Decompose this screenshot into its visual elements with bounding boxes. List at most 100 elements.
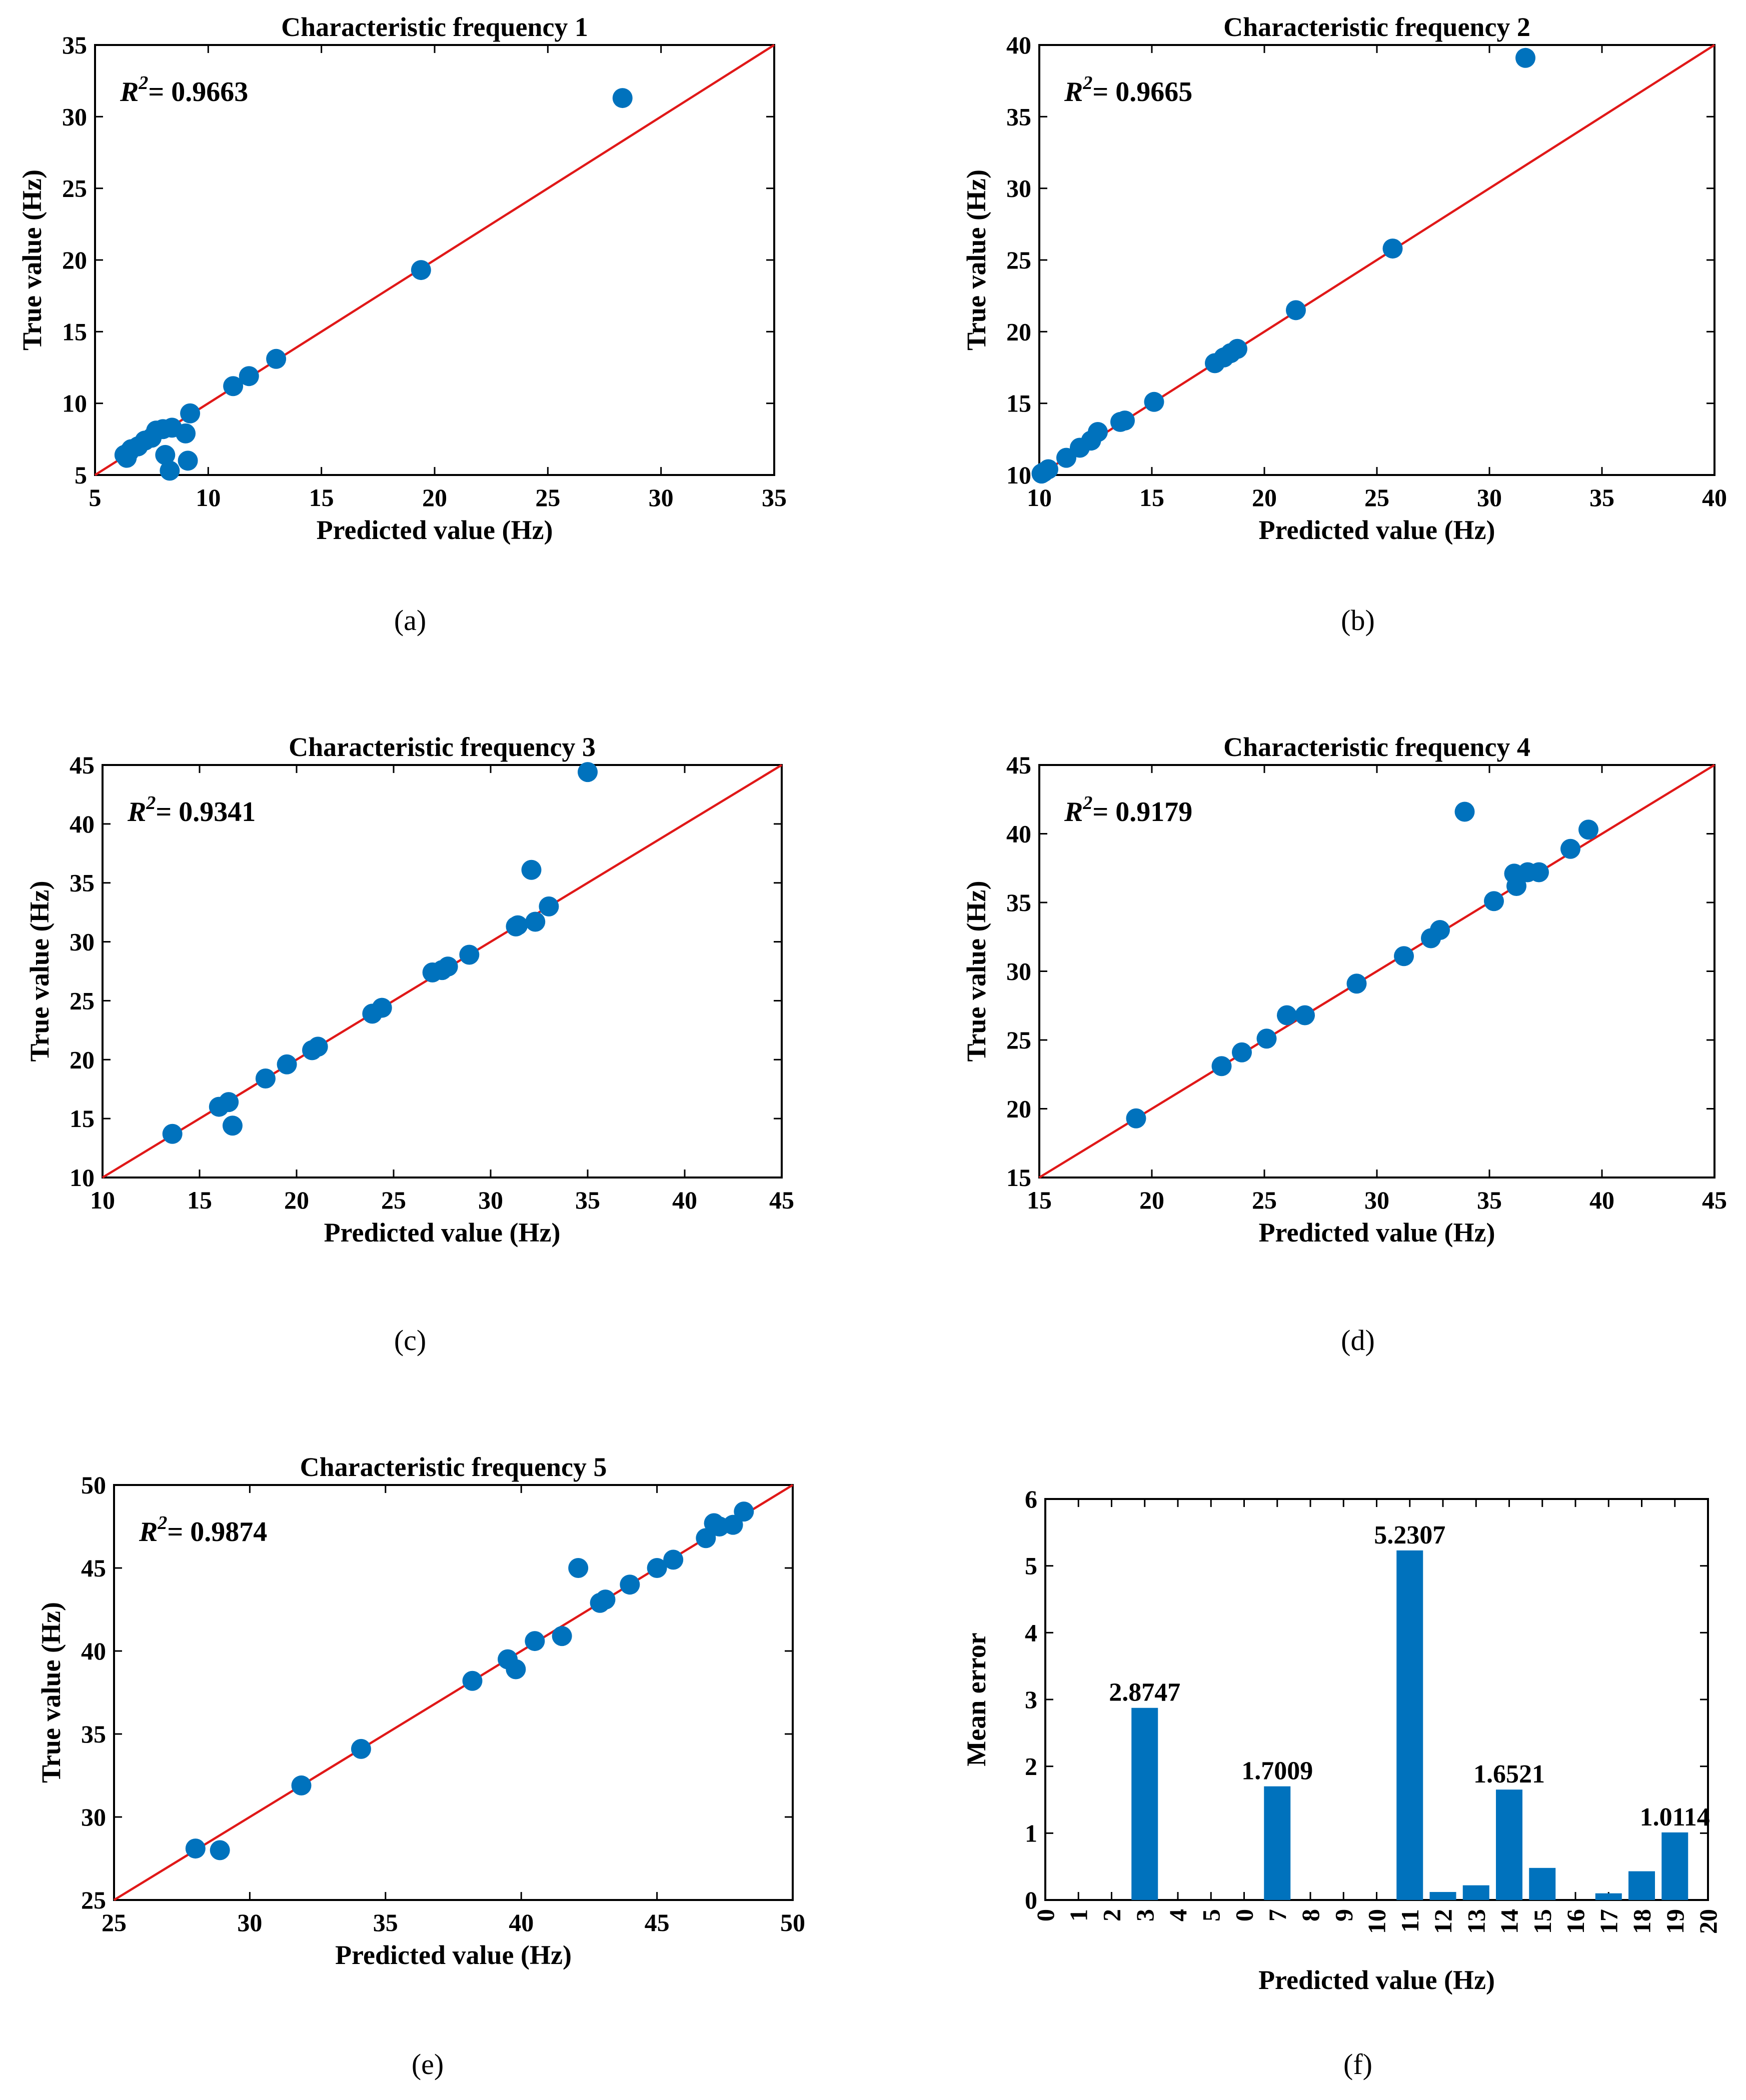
y-tick-label: 40 — [81, 1637, 106, 1665]
chart-panel-2: 10 15 20 25 30 35 40 10 15 20 25 30 35 40 Predicted va… — [961, 12, 1727, 636]
y-tick-label: 10 — [1006, 461, 1031, 489]
y-tick-label: 45 — [81, 1554, 106, 1582]
chart-title: Characteristic frequency 4 — [1223, 732, 1530, 762]
x-tick-label: 30 — [1477, 484, 1502, 512]
bar — [1496, 1790, 1522, 1900]
r-squared-symbol: R — [127, 796, 146, 828]
x-tick-label: 5 — [1197, 1909, 1225, 1922]
data-point — [239, 366, 259, 386]
data-point — [578, 762, 598, 782]
y-tick-label: 20 — [1006, 318, 1031, 346]
x-axis-label: Predicted value (Hz) — [1259, 1218, 1495, 1248]
bar — [1661, 1832, 1688, 1900]
data-point — [178, 450, 198, 471]
x-tick-label: 15 — [187, 1186, 212, 1214]
x-tick-label: 13 — [1462, 1909, 1490, 1934]
x-tick-label: 20 — [1252, 484, 1277, 512]
chart-panel-5: 25 30 35 40 45 50 25 30 35 40 45 50 Predicted value … — [36, 1452, 805, 2080]
x-tick-label: 30 — [649, 484, 674, 512]
y-axis-label: Mean error — [961, 1632, 991, 1766]
bar — [1529, 1868, 1556, 1900]
data-point — [1256, 1028, 1277, 1049]
data-point — [620, 1574, 640, 1595]
data-point — [1031, 464, 1052, 484]
x-axis-label: Predicted value (Hz) — [335, 1940, 572, 1970]
x-tick-label: 17 — [1594, 1909, 1622, 1934]
data-point — [222, 1116, 243, 1136]
y-tick-label: 5 — [1025, 1552, 1037, 1580]
data-point — [277, 1054, 297, 1074]
y-tick-label: 5 — [75, 461, 87, 489]
data-point — [160, 460, 180, 481]
x-tick-label: 40 — [1702, 484, 1727, 512]
data-point — [1578, 820, 1598, 840]
data-point — [696, 1528, 716, 1548]
panel-caption: (c) — [394, 1324, 426, 1356]
y-tick-label: 25 — [1006, 246, 1031, 274]
y-tick-label: 35 — [1006, 888, 1031, 916]
x-tick-label: 15 — [1027, 1186, 1052, 1214]
r-squared-value: = 0.9341 — [156, 796, 256, 828]
r-squared-annotation: R2= 0.9341 — [127, 792, 256, 828]
x-tick-label: 10 — [90, 1186, 115, 1214]
y-tick-label: 30 — [70, 928, 95, 956]
bar-value-label: 1.0114 — [1640, 1803, 1710, 1832]
data-point — [1056, 448, 1076, 468]
data-point — [266, 348, 287, 369]
data-point — [1286, 300, 1306, 320]
x-tick-label: 30 — [478, 1186, 503, 1214]
y-tick-label: 30 — [1006, 958, 1031, 986]
data-point — [255, 1068, 276, 1088]
x-tick-label: 15 — [1528, 1909, 1556, 1934]
y-tick-label: 35 — [62, 31, 87, 59]
x-tick-label: 15 — [1139, 484, 1164, 512]
y-tick-label: 3 — [1025, 1686, 1037, 1714]
data-point — [521, 860, 542, 880]
data-point — [185, 1838, 206, 1859]
y-tick-label: 0 — [1025, 1886, 1037, 1914]
r-squared-symbol: R — [1064, 796, 1083, 828]
bar — [1462, 1885, 1489, 1900]
chart-title: Characteristic frequency 5 — [300, 1452, 607, 1482]
r-squared-annotation: R2= 0.9663 — [120, 72, 248, 108]
data-point — [162, 1124, 183, 1144]
data-point — [1144, 392, 1164, 412]
y-tick-label: 35 — [70, 869, 95, 897]
data-point — [1484, 891, 1504, 912]
bar-value-label: 2.8747 — [1109, 1678, 1180, 1707]
data-point — [1382, 238, 1403, 259]
data-point — [117, 448, 137, 468]
y-tick-label: 6 — [1025, 1485, 1037, 1513]
x-axis-label: Predicted value (Hz) — [317, 515, 553, 545]
chart-panel-3: 10 15 20 25 30 35 40 45 10 15 20 25 30 35 40 45 Predicte… — [25, 732, 794, 1356]
x-tick-label: 18 — [1628, 1909, 1656, 1934]
y-tick-label: 4 — [1025, 1618, 1037, 1646]
y-tick-label: 15 — [1006, 390, 1031, 418]
r-squared-symbol: R — [139, 1516, 158, 1548]
x-tick-label: 9 — [1329, 1909, 1357, 1922]
data-point — [1454, 802, 1475, 822]
x-tick-label: 40 — [1589, 1186, 1614, 1214]
x-tick-label: 0 — [1230, 1909, 1258, 1922]
y-axis-label: True value (Hz) — [961, 170, 991, 350]
x-tick-label: 11 — [1396, 1909, 1424, 1932]
y-axis-label: True value (Hz) — [961, 881, 991, 1062]
chart-panel-1: 5 10 15 20 25 30 35 5 10 15 20 25 30 35 Predicted valu… — [17, 12, 787, 636]
data-point — [1126, 1108, 1146, 1128]
x-tick-label: 25 — [535, 484, 560, 512]
y-axis-label: True value (Hz) — [25, 881, 55, 1062]
r-squared-exponent: 2 — [1082, 792, 1092, 814]
panel-caption: (e) — [412, 2048, 444, 2080]
x-tick-label: 35 — [575, 1186, 600, 1214]
r-squared-exponent: 2 — [146, 792, 156, 814]
data-point — [1560, 838, 1580, 859]
data-point — [709, 1516, 730, 1536]
data-point — [210, 1840, 230, 1860]
y-tick-label: 25 — [70, 986, 95, 1014]
data-point — [539, 896, 559, 916]
x-tick-label: 8 — [1296, 1909, 1324, 1922]
chart-title: Characteristic frequency 2 — [1223, 12, 1530, 42]
x-tick-label: 25 — [102, 1908, 127, 1936]
data-point — [459, 944, 480, 965]
x-tick-label: 3 — [1131, 1909, 1159, 1922]
